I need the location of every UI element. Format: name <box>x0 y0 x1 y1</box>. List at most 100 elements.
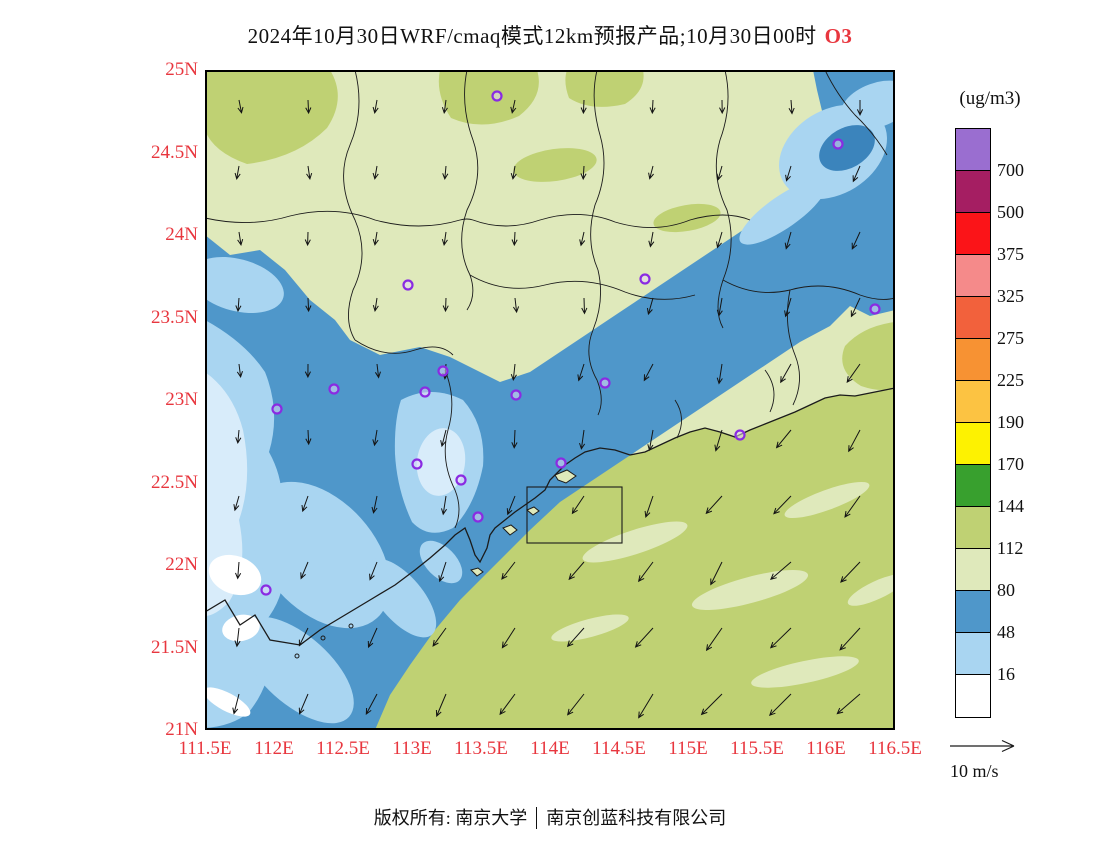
station-marker <box>437 365 449 377</box>
wind-arrow <box>511 429 518 449</box>
wind-arrow <box>501 627 516 649</box>
wind-arrow <box>438 561 447 583</box>
islet <box>348 623 354 629</box>
colorbar-swatch <box>956 507 990 549</box>
islands <box>294 469 577 659</box>
map-canvas <box>190 69 914 730</box>
wind-arrow <box>850 297 861 318</box>
colorbar-unit: (ug/m3) <box>959 88 1021 109</box>
boundary-line <box>764 369 775 413</box>
station-marker <box>271 403 283 415</box>
wind-arrow <box>305 297 312 313</box>
colorbar-boundary-label: 190 <box>997 412 1024 432</box>
wind-arrow <box>571 495 585 515</box>
wind-arrow <box>784 231 792 250</box>
light-blue-core <box>419 540 463 584</box>
lat-tick-label: 24.5N <box>151 141 198 163</box>
copyright-company: 南京创蓝科技有限公司 <box>546 808 727 828</box>
wind-arrow <box>435 693 447 718</box>
light-blue-core <box>365 558 437 638</box>
wind-arrow <box>780 363 792 384</box>
wind-scale: 10 m/s <box>948 735 1048 782</box>
wind-arrow <box>372 231 379 246</box>
wind-arrow <box>775 429 792 449</box>
colorbar-labels: 700 500 375 325 275 225 190 170 144 112 80 48 16 <box>997 128 1067 716</box>
wind-arrow <box>644 495 654 518</box>
colorbar-boundary-label: 375 <box>997 244 1024 264</box>
wind-arrow <box>301 495 309 513</box>
colorbar-boundary-label: 700 <box>997 160 1024 180</box>
wind-arrow <box>441 99 448 115</box>
white-min <box>208 554 262 596</box>
pale-blue-core <box>205 372 248 616</box>
station-marker <box>869 303 881 315</box>
wind-arrow <box>634 627 654 648</box>
map-frame <box>205 70 895 730</box>
colorbar-swatch <box>956 381 990 423</box>
wind-arrow <box>305 429 312 446</box>
sea-streak <box>847 574 907 606</box>
wind-arrow <box>501 561 516 580</box>
wind-arrow <box>579 231 586 247</box>
wind-arrow <box>784 297 792 318</box>
lon-tick-label: 114.5E <box>592 738 646 759</box>
wind-arrow <box>371 495 378 514</box>
wind-arrow <box>785 165 792 182</box>
wind-arrow <box>648 165 654 180</box>
lon-tick-label: 115.5E <box>730 738 784 759</box>
wind-arrow <box>638 693 654 719</box>
lon-tick-label: 112.5E <box>316 738 370 759</box>
lon-tick-label: 113.5E <box>454 738 508 759</box>
wind-arrow <box>232 693 240 715</box>
olive-patch <box>513 148 597 182</box>
colorbar-boundary-label: 275 <box>997 328 1024 348</box>
wind-arrow <box>234 165 241 180</box>
wind-arrow <box>705 627 723 652</box>
title-main: 2024年10月30日WRF/cmaq模式12km预报产品;10月30日00时 <box>247 24 817 48</box>
wind-arrow <box>716 231 723 249</box>
page-title: 2024年10月30日WRF/cmaq模式12km预报产品;10月30日00时 O… <box>0 20 1100 50</box>
boundary-line <box>204 210 474 227</box>
colorbar-boundary-label: 225 <box>997 370 1024 390</box>
wind-arrow <box>848 429 861 453</box>
colorbar-swatch <box>956 129 990 171</box>
wind-arrow <box>236 363 243 379</box>
dark-blue-pocket <box>819 125 875 171</box>
lat-tick-label: 24N <box>165 224 198 245</box>
wind-arrow <box>836 693 861 715</box>
wind-arrow <box>300 561 309 580</box>
colorbar-boundary-label: 16 <box>997 664 1015 684</box>
wind-arrow <box>844 495 861 518</box>
wind-arrow <box>714 429 723 452</box>
light-blue-core <box>240 616 354 724</box>
footer-divider <box>536 807 538 829</box>
wind-arrow <box>442 165 449 181</box>
sea-streak <box>751 656 859 688</box>
wind-arrow <box>372 297 379 313</box>
light-blue-core <box>190 256 284 314</box>
station-marker <box>491 90 503 102</box>
wind-arrow <box>510 165 517 180</box>
colorbar-swatch <box>956 633 990 675</box>
lat-tick-label: 23N <box>165 389 198 410</box>
wind-arrow <box>442 297 449 313</box>
station-marker <box>419 386 431 398</box>
wind-arrow <box>646 297 654 316</box>
boundary-line <box>722 279 896 300</box>
island <box>526 506 540 516</box>
wind-arrow <box>716 165 723 181</box>
lon-tick-label: 115E <box>668 738 708 759</box>
wind-arrow <box>499 693 516 716</box>
colorbar-boundary-label: 48 <box>997 622 1015 642</box>
wind-arrow <box>648 231 655 248</box>
wind-arrow <box>581 297 588 315</box>
wind-arrow <box>512 297 520 314</box>
wind-arrow <box>700 693 723 716</box>
wind-arrow <box>372 99 379 114</box>
wind-arrow <box>304 231 311 247</box>
lat-tick-label: 23.5N <box>151 306 198 328</box>
wind-arrow <box>768 693 792 717</box>
station-marker <box>402 279 414 291</box>
wind-arrow <box>372 429 379 447</box>
